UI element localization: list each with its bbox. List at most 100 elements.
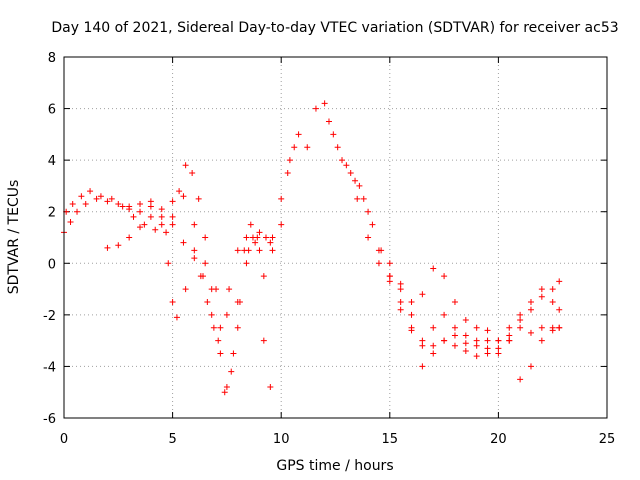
data-point (321, 100, 328, 107)
data-point (549, 286, 556, 293)
x-tick-label: 5 (168, 432, 176, 447)
series-track-b (63, 162, 267, 396)
data-point (74, 208, 81, 215)
data-point (267, 384, 274, 391)
data-point (182, 286, 189, 293)
data-point (147, 203, 154, 210)
data-point (260, 337, 267, 344)
data-point (419, 363, 426, 370)
y-tick-label: 8 (48, 51, 56, 66)
data-point (210, 324, 217, 331)
data-point (115, 200, 122, 207)
data-point (115, 242, 122, 249)
x-axis-label: GPS time / hours (276, 458, 393, 474)
data-point (304, 144, 311, 151)
data-point (147, 213, 154, 220)
data-point (397, 280, 404, 287)
data-point (325, 118, 332, 125)
x-tick-label: 20 (490, 432, 507, 447)
data-point (334, 144, 341, 151)
data-point (527, 363, 534, 370)
data-point (82, 200, 89, 207)
data-point (137, 224, 144, 231)
data-point (87, 188, 94, 195)
data-point (473, 353, 480, 360)
data-point (189, 170, 196, 177)
y-axis-label: SDTVAR / TECUs (6, 180, 22, 295)
data-point (365, 208, 372, 215)
data-point (126, 203, 133, 210)
data-point (365, 234, 372, 241)
data-point (191, 255, 198, 262)
series-track-a (61, 144, 298, 391)
data-point (312, 105, 319, 112)
data-point (441, 273, 448, 280)
data-point (408, 327, 415, 334)
data-point (208, 311, 215, 318)
data-point (451, 324, 458, 331)
data-point (451, 332, 458, 339)
data-point (527, 329, 534, 336)
data-point (343, 162, 350, 169)
data-point (284, 170, 291, 177)
data-point (152, 226, 159, 233)
data-point (549, 327, 556, 334)
data-point (517, 317, 524, 324)
data-point (234, 298, 241, 305)
data-point (556, 278, 563, 285)
data-point (180, 193, 187, 200)
data-point (226, 286, 233, 293)
data-point (245, 247, 252, 254)
data-point (278, 195, 285, 202)
data-point (213, 286, 220, 293)
y-tick-label: -2 (43, 309, 56, 324)
data-point (430, 350, 437, 357)
data-point (176, 188, 183, 195)
y-tick-label: 6 (48, 103, 56, 118)
data-point (69, 200, 76, 207)
data-point (104, 198, 111, 205)
data-point (360, 195, 367, 202)
series-track-c (104, 193, 274, 391)
data-point (182, 162, 189, 169)
data-point (78, 193, 85, 200)
data-point (473, 342, 480, 349)
data-point (223, 384, 230, 391)
data-point (158, 221, 165, 228)
data-point (356, 182, 363, 189)
data-point (352, 177, 359, 184)
data-point (67, 219, 74, 226)
data-point (419, 291, 426, 298)
data-point (484, 345, 491, 352)
data-point (191, 221, 198, 228)
data-point (430, 324, 437, 331)
data-point (451, 298, 458, 305)
data-point (260, 273, 267, 280)
data-point (408, 298, 415, 305)
data-point (347, 170, 354, 177)
y-tick-label: 2 (48, 206, 56, 221)
data-point (291, 144, 298, 151)
data-point (256, 247, 263, 254)
data-point (369, 221, 376, 228)
data-point (484, 337, 491, 344)
data-point (191, 247, 198, 254)
data-point (495, 345, 502, 352)
data-point (506, 337, 513, 344)
series-track-d (126, 198, 274, 321)
data-point (169, 221, 176, 228)
series-track-g (354, 195, 563, 383)
data-point (397, 306, 404, 313)
data-point (221, 389, 228, 396)
data-point (252, 239, 259, 246)
data-point (430, 265, 437, 272)
data-point (243, 260, 250, 267)
data-point (228, 368, 235, 375)
data-points (61, 100, 563, 396)
data-point (230, 350, 237, 357)
x-tick-labels: 0 5 10 15 20 25 (60, 432, 615, 447)
data-point (495, 350, 502, 357)
y-tick-label: 4 (48, 154, 56, 169)
data-point (158, 206, 165, 213)
